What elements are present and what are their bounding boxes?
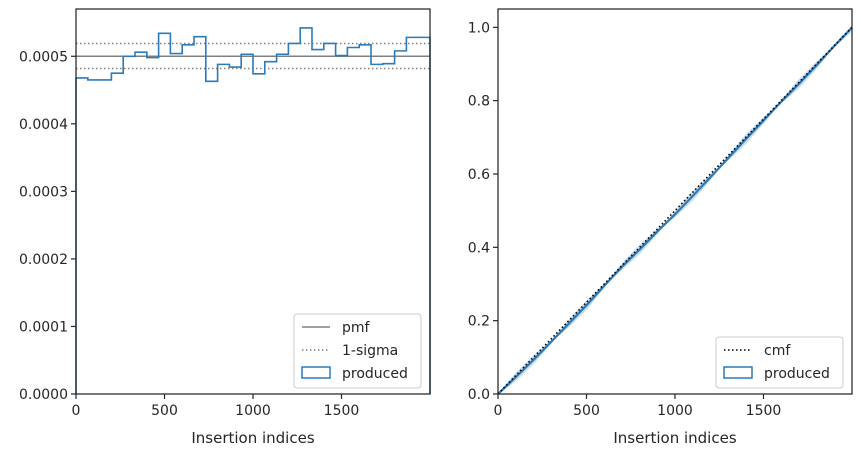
- x-tick-label: 1000: [235, 403, 271, 419]
- y-tick-labels: 0.0 0.2 0.4 0.6 0.8 1.0: [468, 20, 498, 403]
- x-tick-labels: 0 500 1000 1500: [72, 394, 360, 419]
- x-tick-label: 1500: [324, 403, 360, 419]
- x-tick-label: 0: [72, 403, 81, 419]
- x-tick-label: 1500: [746, 403, 782, 419]
- x-tick-labels: 0 500 1000 1500: [494, 394, 782, 419]
- plot-marks: [497, 26, 853, 395]
- x-axis-label: Insertion indices: [613, 429, 736, 447]
- legend-sigma-label: 1-sigma: [342, 343, 398, 359]
- x-axis-label: Insertion indices: [191, 429, 314, 447]
- axes-frame: [75, 8, 431, 395]
- y-tick-label: 0.2: [468, 314, 490, 330]
- x-tick-label: 500: [151, 403, 178, 419]
- x-tick-label: 500: [573, 403, 600, 419]
- legend: pmf 1-sigma produced: [293, 313, 422, 389]
- legend-produced-swatch: [723, 366, 753, 379]
- axes-frame: [497, 8, 853, 395]
- cmf-panel: 0.0 0.2 0.4 0.6 0.8 1.0 0 500 1000 1500 Insertio…: [468, 8, 853, 447]
- cmf-line: [497, 26, 853, 395]
- plot-marks: [75, 27, 431, 394]
- legend-cmf-label: cmf: [764, 343, 791, 359]
- y-tick-label: 1.0: [468, 20, 490, 36]
- y-tick-label: 0.0004: [19, 117, 68, 133]
- legend-produced-label: produced: [342, 366, 408, 382]
- x-tick-label: 1000: [657, 403, 693, 419]
- x-tick-label: 0: [494, 403, 503, 419]
- y-tick-label: 0.4: [468, 240, 490, 256]
- legend-frame: [715, 336, 844, 389]
- legend-pmf-label: pmf: [342, 320, 371, 336]
- y-tick-label: 0.0005: [19, 49, 68, 65]
- y-tick-label: 0.0002: [19, 252, 68, 268]
- y-tick-label: 0.0000: [19, 387, 68, 403]
- legend: cmf produced: [715, 336, 844, 389]
- pmf-panel: 0.0000 0.0001 0.0002 0.0003 0.0004 0.0005 0 50…: [19, 8, 431, 447]
- y-tick-label: 0.0001: [19, 319, 68, 335]
- legend-produced-swatch: [301, 366, 331, 379]
- y-tick-label: 0.0: [468, 387, 490, 403]
- produced-line: [497, 26, 853, 395]
- legend-produced-label: produced: [764, 366, 830, 382]
- y-tick-labels: 0.0000 0.0001 0.0002 0.0003 0.0004 0.0005: [19, 49, 76, 403]
- produced-histogram: [75, 27, 431, 394]
- y-tick-label: 0.6: [468, 167, 490, 183]
- y-tick-label: 0.0003: [19, 184, 68, 200]
- legend-frame: [293, 313, 422, 389]
- y-tick-label: 0.8: [468, 94, 490, 110]
